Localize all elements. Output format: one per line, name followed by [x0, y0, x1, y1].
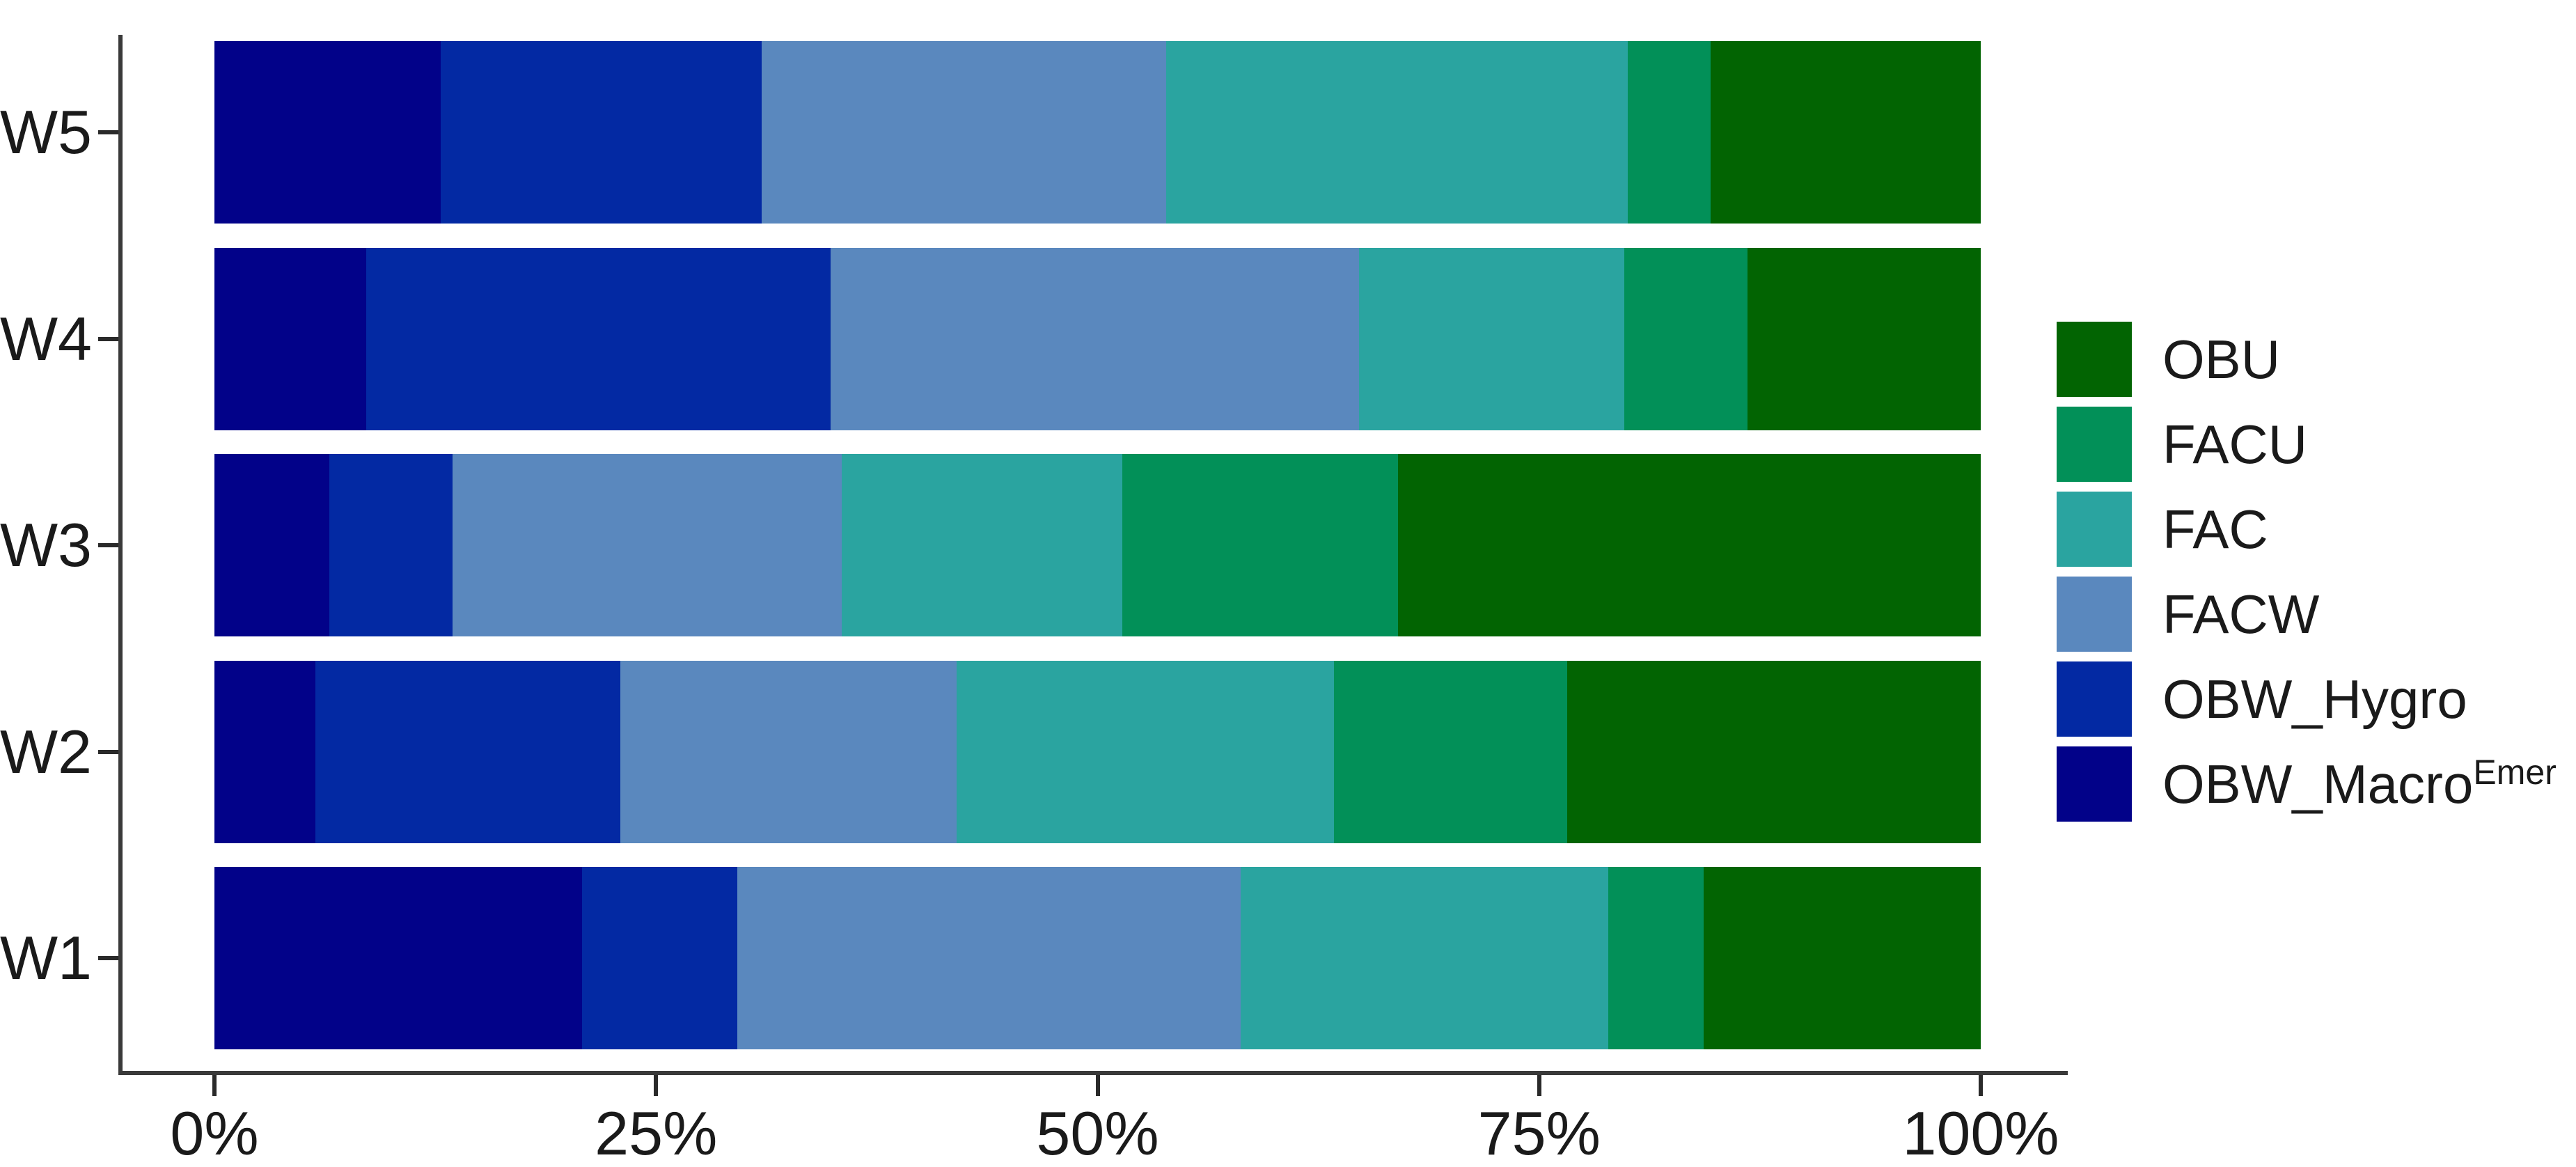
bar-segment-obu [1397, 454, 1981, 636]
legend-swatch-facw [2057, 577, 2132, 652]
bar-row-w4 [214, 247, 1981, 430]
legend-swatch-fac [2057, 492, 2132, 567]
x-axis-label-75: 75% [1477, 1099, 1601, 1167]
y-tick-w5 [98, 130, 118, 134]
x-tick-0 [212, 1075, 217, 1096]
legend-swatch-obw_hygro [2057, 661, 2132, 737]
bar-segment-fac [1358, 247, 1624, 430]
bar-segment-obw_hygro [329, 454, 453, 636]
y-axis-line [118, 35, 123, 1075]
x-axis-labels: 0% 25% 50% 75% 100% [170, 1099, 2059, 1167]
bar-segment-facw [762, 41, 1167, 224]
bar-segment-obu [1567, 660, 1981, 843]
legend-label-facw: FACW [2162, 583, 2320, 645]
legend-item-obw_hygro: OBW_Hygro [2057, 661, 2557, 737]
bar-segment-facu [1608, 867, 1704, 1049]
bar-row-w5 [214, 41, 1981, 224]
bar-segment-facu [1627, 41, 1711, 224]
bar-segment-fac [1240, 867, 1608, 1049]
legend-label-obw_hygro: OBW_Hygro [2162, 668, 2467, 730]
x-tick-50 [1095, 1075, 1100, 1096]
bar-row-w1 [214, 867, 1981, 1049]
x-axis-label-50: 50% [1036, 1099, 1159, 1167]
x-tick-25 [654, 1075, 659, 1096]
bar-row-w3 [214, 454, 1981, 636]
y-tick-w2 [98, 749, 118, 754]
bar-segment-obw_macroemer [214, 41, 441, 224]
bar-segment-obw_hygro [315, 660, 621, 843]
bar-segment-obw_macroemer [214, 660, 315, 843]
y-axis-label-w3: W3 [0, 510, 92, 579]
y-axis-label-w4: W4 [0, 304, 92, 373]
bar-segment-obw_hygro [366, 247, 831, 430]
bar-segment-obw_hygro [581, 867, 737, 1049]
x-axis-label-0: 0% [170, 1099, 259, 1167]
x-axis-ticks [212, 1075, 1983, 1096]
x-tick-75 [1537, 1075, 1541, 1096]
legend-label-obu: OBU [2162, 328, 2281, 390]
bar-segment-facw [737, 867, 1241, 1049]
x-axis-label-100: 100% [1902, 1099, 2059, 1167]
bar-segment-facw [620, 660, 957, 843]
bar-segment-obw_macroemer [214, 867, 582, 1049]
legend-item-fac: FAC [2057, 492, 2557, 567]
y-tick-w1 [98, 956, 118, 960]
y-axis-labels: W5 W4 W3 W2 W1 [0, 41, 92, 1049]
legend-item-obw_macroemer: OBW_MacroEmer [2057, 746, 2557, 822]
bar-segment-facu [1122, 454, 1398, 636]
bar-segment-facu [1334, 660, 1568, 843]
legend-item-facu: FACU [2057, 407, 2557, 482]
bar-segment-facw [831, 247, 1359, 430]
x-axis-label-25: 25% [595, 1099, 718, 1167]
x-axis-line [118, 1071, 2068, 1075]
bar-segment-obu [1703, 867, 1981, 1049]
bar-segment-obw_macroemer [214, 454, 329, 636]
legend-label-fac: FAC [2162, 498, 2268, 560]
legend-label-facu: FACU [2162, 413, 2308, 475]
y-axis-ticks [98, 41, 118, 1049]
legend-swatch-facu [2057, 407, 2132, 482]
bar-segment-obw_macroemer [214, 247, 367, 430]
bar-row-w2 [214, 660, 1981, 843]
bar-segment-obu [1710, 41, 1981, 224]
legend-item-obu: OBU [2057, 322, 2557, 397]
x-tick-100 [1979, 1075, 1983, 1096]
y-axis-label-w2: W2 [0, 716, 92, 786]
legend-item-facw: FACW [2057, 577, 2557, 652]
y-axis-label-w5: W5 [0, 97, 92, 166]
legend-swatch-obu [2057, 322, 2132, 397]
legend-swatch-obw_macroemer [2057, 746, 2132, 822]
bar-segment-fac [841, 454, 1122, 636]
legend-label-superscript: Emer [2473, 752, 2557, 792]
bar-segment-facw [453, 454, 842, 636]
bar-segment-fac [1166, 41, 1628, 224]
bar-segment-obw_hygro [440, 41, 762, 224]
legend: OBU FACU FAC FACW OBW_Hygro OBW_MacroEmer [2057, 322, 2557, 822]
legend-label-obw_macroemer: OBW_MacroEmer [2162, 752, 2557, 815]
y-tick-w3 [98, 543, 118, 547]
y-tick-w4 [98, 336, 118, 341]
bar-segment-obu [1748, 247, 1981, 430]
bar-segment-facu [1624, 247, 1748, 430]
bar-segment-fac [956, 660, 1335, 843]
plot-area [214, 41, 1981, 1049]
y-axis-label-w1: W1 [0, 923, 92, 992]
